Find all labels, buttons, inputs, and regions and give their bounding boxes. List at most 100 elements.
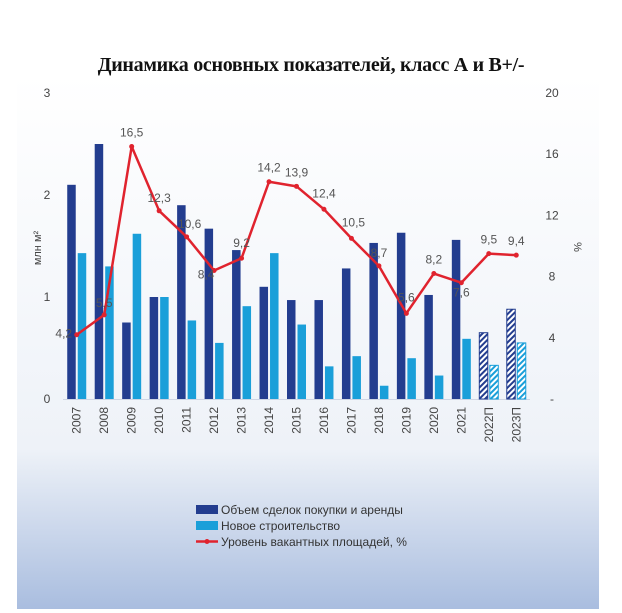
vacancy-data-label: 12,4 [312,186,336,200]
chart-frame [17,75,599,609]
bar-new-construction [379,385,389,399]
bar-new-construction [407,358,416,399]
y-right-tick-label: 8 [549,270,556,284]
bar-deals [287,300,296,399]
y-left-tick-label: 0 [44,392,51,406]
bar-deals [122,322,131,399]
y-left-tick-label: 3 [44,86,51,100]
bar-new-construction [297,324,306,399]
vacancy-point [156,208,162,214]
bar-deals [314,300,323,399]
vacancy-point [513,252,519,258]
bar-new-construction [77,253,87,399]
legend-label: Объем сделок покупки и аренды [221,503,403,517]
bar-deals [396,232,406,399]
x-tick-label: 2019 [399,407,413,434]
bar-new-construction [434,375,444,399]
bar-deals [259,286,269,399]
vacancy-point [294,183,299,189]
x-tick-label: 2023П [509,407,523,442]
x-tick-label: 2021 [454,407,468,434]
x-tick-label: 2011 [180,407,194,433]
vacancy-point [211,267,217,273]
vacancy-point [184,234,190,240]
x-tick-label: 2009 [125,407,139,434]
bar-new-construction [352,356,361,399]
vacancy-point [431,271,437,277]
bar-new-construction [489,364,499,400]
bar-deals [506,308,516,400]
chart-title: Динамика основных показателей, класс А и… [97,54,525,76]
vacancy-point [266,179,272,185]
bar-new-construction [242,306,252,399]
vacancy-point [486,251,492,257]
vacancy-point [239,255,245,261]
bar-new-construction [462,338,471,399]
bar-deals [67,184,76,399]
vacancy-point [376,263,382,269]
y-right-tick-label: 16 [545,147,559,161]
y-right-axis-label: % [571,242,583,252]
bar-new-construction [516,342,527,400]
bar-deals [369,242,378,399]
vacancy-point [403,310,409,316]
vacancy-point [348,235,354,241]
bar-deals [177,205,186,399]
vacancy-data-label: 9,4 [508,234,525,248]
x-tick-label: 2008 [97,407,111,434]
bar-deals [424,294,433,399]
x-tick-label: 2015 [290,407,304,434]
vacancy-data-label: 14,2 [257,161,281,175]
bar-new-construction [187,320,197,399]
bar-deals [149,297,159,399]
x-tick-label: 2012 [207,407,221,434]
bar-new-construction [132,233,142,399]
x-tick-label: 2018 [372,407,386,434]
bar-new-construction [215,342,224,399]
x-tick-label: 2020 [427,407,441,434]
vacancy-data-label: 4,2 [55,327,72,341]
vacancy-data-label: 7,6 [453,286,470,300]
bar-deals [451,239,461,399]
y-left-axis-label: млн м² [32,230,44,265]
vacancy-data-label: 8,7 [371,246,388,260]
x-tick-label: 2016 [317,407,331,434]
bar-new-construction [160,297,169,399]
vacancy-data-label: 13,9 [285,165,309,179]
vacancy-data-label: 16,5 [120,126,144,140]
bar-deals [94,144,104,399]
y-right-tick-label: - [550,392,554,406]
y-right-tick-label: 20 [545,86,559,100]
vacancy-data-label: 8,2 [426,253,443,267]
bar-new-construction [270,253,279,399]
x-tick-label: 2010 [152,407,166,434]
vacancy-data-label: 9,2 [233,236,250,250]
legend-swatch-new-construction [196,521,218,530]
bar-deals [478,332,489,400]
vacancy-point [321,206,327,212]
bar-deals [204,228,214,399]
legend-swatch-deals [196,505,218,514]
vacancy-data-label: 10,6 [178,217,202,231]
x-tick-label: 2013 [235,407,249,434]
x-tick-label: 2014 [262,407,276,434]
legend-swatch-vacancy-marker [204,539,210,544]
x-tick-label: 2017 [344,407,358,434]
vacancy-data-label: 8,4 [198,267,215,281]
vacancy-point [74,332,80,338]
legend-label: Уровень вакантных площадей, % [221,535,407,549]
y-right-tick-label: 12 [545,208,559,222]
vacancy-point [101,312,107,318]
x-tick-label: 2022П [482,407,496,442]
bar-deals [232,250,241,399]
bar-deals [341,268,351,399]
vacancy-data-label: 10,5 [342,215,366,229]
vacancy-data-label: 9,5 [480,233,497,247]
bar-new-construction [105,266,114,399]
vacancy-point [129,144,135,150]
vacancy-data-label: 5,5 [96,296,113,310]
legend-label: Новое строительство [221,519,340,533]
vacancy-data-label: 12,3 [147,191,171,205]
vacancy-point [458,280,464,286]
